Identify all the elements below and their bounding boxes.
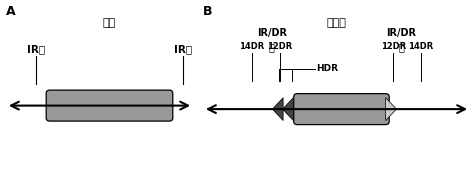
Text: A: A (6, 5, 16, 18)
Text: 左: 左 (269, 42, 274, 52)
Text: IR/DR: IR/DR (257, 28, 287, 38)
FancyBboxPatch shape (46, 90, 173, 121)
Text: 睢美人: 睢美人 (327, 18, 346, 28)
Text: B: B (203, 5, 212, 18)
Text: HDR: HDR (316, 64, 338, 73)
FancyBboxPatch shape (294, 94, 389, 125)
Text: IR右: IR右 (174, 44, 192, 54)
Text: 12DR: 12DR (267, 42, 292, 51)
Text: IR左: IR左 (27, 44, 45, 54)
Polygon shape (386, 98, 396, 121)
Polygon shape (273, 98, 283, 121)
Text: 12DR: 12DR (381, 42, 406, 51)
Text: 右: 右 (399, 42, 404, 52)
Text: 14DR: 14DR (239, 42, 264, 51)
Polygon shape (283, 98, 293, 121)
Text: 14DR: 14DR (409, 42, 434, 51)
Text: IR/DR: IR/DR (386, 28, 416, 38)
Text: 水手: 水手 (103, 18, 116, 28)
